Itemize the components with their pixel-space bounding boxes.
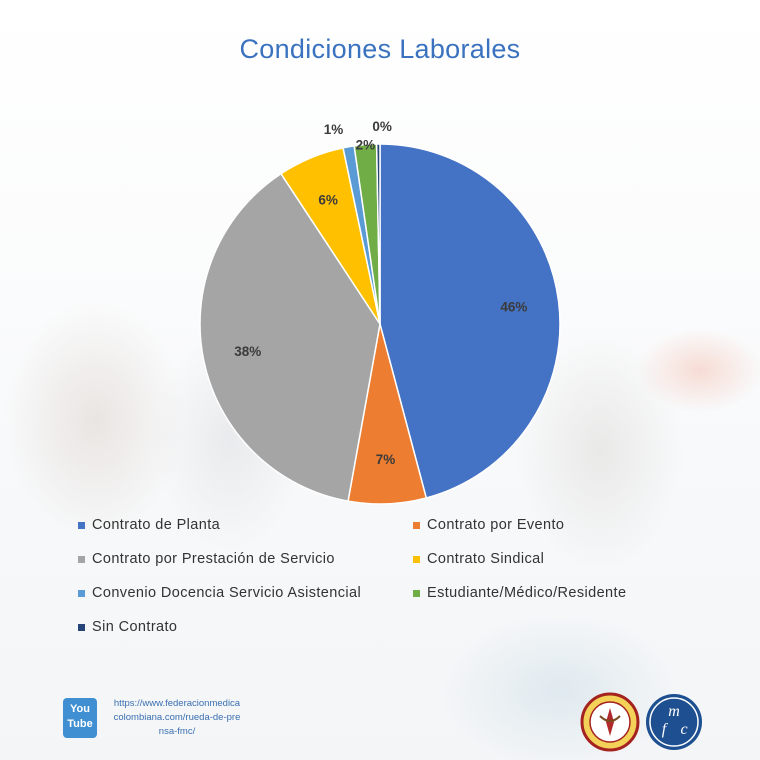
legend-label: Contrato por Prestación de Servicio (92, 551, 335, 567)
legend-label: Estudiante/Médico/Residente (427, 585, 627, 601)
data-label-0: 46% (500, 300, 527, 315)
pie-slice-6 (375, 143, 381, 325)
svg-text:c: c (680, 721, 687, 738)
circular-seal-logo (580, 692, 640, 752)
legend-swatch (413, 555, 420, 563)
svg-text:m: m (668, 703, 680, 720)
data-label-4: 1% (324, 122, 344, 137)
legend-item: Sin Contrato (78, 619, 177, 635)
legend-item: Estudiante/Médico/Residente (413, 585, 626, 601)
legend-swatch (78, 555, 85, 563)
youtube-icon[interactable]: You Tube (63, 698, 97, 738)
legend-item: Contrato por Evento (413, 517, 564, 533)
legend-swatch (78, 623, 85, 631)
legend-swatch (413, 521, 420, 529)
legend-swatch (78, 521, 85, 529)
legend-label: Contrato por Evento (427, 517, 565, 533)
data-label-6: 0% (372, 119, 392, 134)
legend-label: Sin Contrato (92, 619, 178, 635)
data-label-3: 6% (318, 192, 338, 207)
pie-slice-2 (199, 172, 381, 503)
legend-item: Contrato Sindical (413, 551, 544, 567)
legend-label: Contrato Sindical (427, 551, 545, 567)
legend-label: Convenio Docencia Servicio Asistencial (92, 585, 362, 601)
legend-item: Convenio Docencia Servicio Asistencial (78, 585, 361, 601)
footer-link[interactable]: https://www.federacionmedicacolombiana.c… (113, 698, 241, 737)
data-label-5: 2% (356, 138, 376, 153)
legend-item: Contrato de Planta (78, 517, 220, 533)
pie-slice-0 (379, 143, 561, 499)
data-label-2: 38% (234, 344, 261, 359)
data-label-1: 7% (376, 452, 396, 467)
legend-swatch (78, 589, 85, 597)
legend-swatch (413, 589, 420, 597)
svg-text:f: f (662, 721, 669, 738)
legend-item: Contrato por Prestación de Servicio (78, 551, 335, 567)
fmc-logo: m f c (646, 694, 702, 750)
chart-title: Condiciones Laborales (239, 34, 521, 64)
legend-label: Contrato de Planta (92, 517, 221, 533)
